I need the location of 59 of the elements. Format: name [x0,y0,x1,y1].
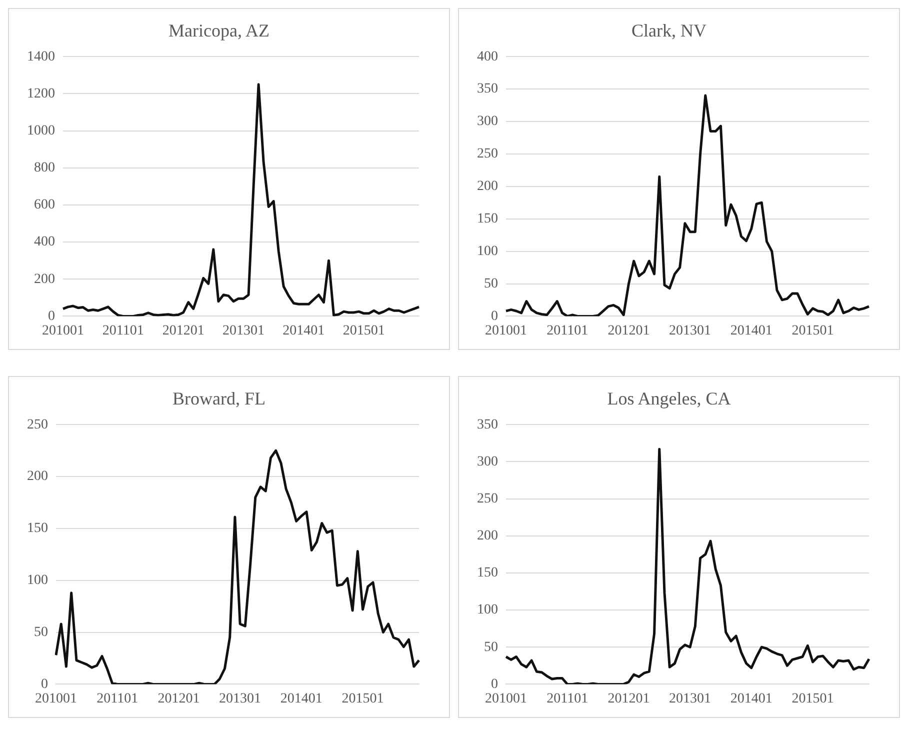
x-tick-label: 201401 [280,691,322,706]
x-tick-label: 201301 [222,323,265,338]
chart-title: Broward, FL [172,388,266,409]
y-tick-label: 250 [477,491,498,506]
y-tick-label: 1400 [27,49,55,64]
x-tick-label: 201501 [342,323,385,338]
y-tick-label: 600 [34,198,55,213]
chart-title: Clark, NV [632,20,706,41]
y-tick-label: 50 [34,624,48,640]
y-tick-label: 100 [27,573,48,588]
y-tick-label: 200 [27,469,48,484]
y-tick-label: 200 [477,179,498,194]
y-tick-label: 400 [477,49,498,64]
x-tick-label: 201001 [485,691,527,706]
x-tick-label: 201101 [546,323,588,338]
y-tick-label: 0 [41,676,48,692]
chart-title: Maricopa, AZ [168,20,270,41]
x-tick-label: 201501 [792,691,834,706]
x-tick-label: 201501 [792,323,834,338]
y-tick-label: 50 [484,276,498,292]
y-tick-label: 250 [27,417,48,432]
x-tick-label: 201201 [608,323,650,338]
y-tick-label: 150 [477,566,498,581]
y-tick-label: 350 [477,417,498,432]
y-tick-label: 50 [484,640,498,655]
y-tick-label: 200 [477,528,498,544]
y-tick-label: 150 [27,521,48,536]
x-tick-label: 201401 [730,691,772,706]
chart-title: Los Angeles, CA [607,388,731,409]
x-tick-label: 201101 [102,323,144,338]
y-tick-label: 300 [477,114,498,130]
y-tick-label: 0 [491,308,498,324]
y-tick-label: 150 [477,212,498,227]
x-tick-label: 201201 [608,691,650,706]
y-tick-label: 100 [477,244,498,259]
y-tick-label: 0 [48,308,55,324]
y-tick-label: 800 [34,160,55,176]
x-tick-label: 201401 [282,323,325,338]
y-tick-label: 200 [34,272,55,287]
x-tick-label: 201301 [669,691,712,706]
x-tick-label: 201301 [219,691,262,706]
y-tick-label: 250 [477,146,498,162]
y-tick-label: 0 [491,676,498,692]
x-tick-label: 201001 [485,323,527,338]
x-tick-label: 201101 [546,691,588,706]
y-tick-label: 400 [34,234,55,250]
x-tick-label: 201001 [42,323,84,338]
x-tick-label: 201101 [96,691,138,706]
x-tick-label: 201001 [35,691,77,706]
y-tick-label: 1200 [27,86,55,102]
y-tick-label: 100 [477,602,498,618]
x-tick-label: 201401 [730,323,772,338]
y-tick-label: 350 [477,82,498,97]
x-tick-label: 201201 [158,691,200,706]
y-tick-label: 1000 [27,123,55,138]
x-tick-label: 201201 [162,323,204,338]
x-tick-label: 201301 [669,323,712,338]
y-tick-label: 300 [477,454,498,470]
x-tick-label: 201501 [342,691,384,706]
